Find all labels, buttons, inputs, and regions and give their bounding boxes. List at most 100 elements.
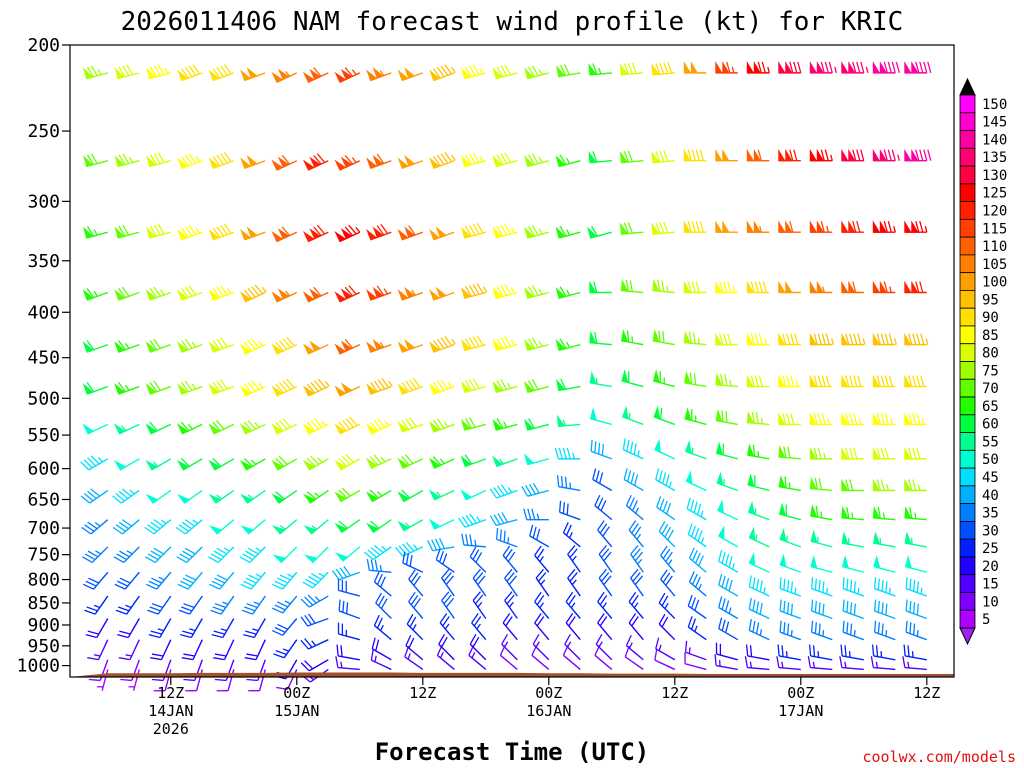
wind-barb xyxy=(625,494,644,521)
wind-barb xyxy=(873,620,896,641)
wind-barb xyxy=(872,505,896,521)
wind-barb xyxy=(715,280,738,294)
colorbar-swatch xyxy=(959,538,976,558)
x-tick-label: 12Z xyxy=(409,684,436,702)
wind-barb xyxy=(428,518,455,530)
wind-barb xyxy=(177,64,203,82)
wind-barb xyxy=(588,63,612,76)
wind-barb xyxy=(302,153,329,171)
wind-barb xyxy=(841,478,864,492)
wind-barb xyxy=(177,224,203,241)
colorbar-swatch xyxy=(959,218,976,238)
colorbar-swatch xyxy=(959,130,976,149)
wind-barb xyxy=(905,599,928,620)
wind-barb xyxy=(619,222,644,235)
wind-barb xyxy=(778,502,801,521)
wind-barb xyxy=(429,152,456,169)
wind-barb xyxy=(589,280,612,294)
wind-barb xyxy=(555,286,581,299)
colorbar-swatch xyxy=(959,467,976,487)
wind-barb xyxy=(597,520,613,548)
wind-barb xyxy=(114,153,140,168)
wind-barb xyxy=(904,447,927,460)
colorbar-swatch xyxy=(959,236,976,256)
wind-barb xyxy=(630,545,644,573)
wind-barb xyxy=(778,220,801,233)
wind-barb xyxy=(688,571,707,597)
wind-barb xyxy=(521,482,549,497)
wind-barb xyxy=(842,599,865,620)
wind-barb xyxy=(145,489,172,504)
wind-barb xyxy=(113,423,140,435)
wind-barb xyxy=(366,153,392,169)
wind-barb xyxy=(620,278,644,294)
wind-barb xyxy=(715,372,738,388)
wind-barb xyxy=(524,453,549,466)
wind-barb xyxy=(394,541,424,557)
x-tick-label: 14JAN xyxy=(148,702,193,720)
wind-barb xyxy=(809,332,834,346)
wind-barb xyxy=(810,529,833,548)
wind-barb xyxy=(208,285,235,301)
colorbar-label: 80 xyxy=(982,346,999,362)
wind-barb xyxy=(334,519,361,534)
wind-barb xyxy=(810,504,833,521)
wind-barb xyxy=(365,454,392,469)
wind-barb xyxy=(302,340,329,355)
wind-barb xyxy=(524,337,549,351)
wind-barb xyxy=(841,332,866,346)
x-axis-label: Forecast Time (UTC) xyxy=(375,738,650,766)
y-tick-label: 900 xyxy=(27,615,60,636)
wind-barb xyxy=(397,67,424,82)
y-tick-label: 450 xyxy=(27,348,60,369)
wind-barb xyxy=(810,555,833,573)
wind-barb xyxy=(397,417,424,433)
wind-barb xyxy=(436,644,455,670)
wind-barb xyxy=(718,550,739,573)
wind-barb xyxy=(778,332,801,346)
wind-barb xyxy=(904,478,927,492)
wind-barb xyxy=(567,568,581,597)
wind-barb xyxy=(778,280,801,294)
wind-barb xyxy=(176,421,203,435)
wind-barb xyxy=(904,412,927,426)
wind-barb xyxy=(271,68,298,83)
wind-barb xyxy=(684,440,707,460)
wind-barb xyxy=(556,64,581,78)
wind-barb xyxy=(654,648,676,671)
wind-barb xyxy=(841,374,864,388)
wind-barb xyxy=(208,519,235,535)
colorbar-swatch xyxy=(959,201,976,220)
colorbar-swatch xyxy=(959,609,976,629)
wind-barb xyxy=(688,547,707,573)
wind-barb xyxy=(145,380,172,395)
wind-barb xyxy=(112,519,140,535)
wind-barb xyxy=(468,644,487,670)
wind-barb xyxy=(80,488,109,504)
wind-barb xyxy=(469,546,487,573)
wind-barb xyxy=(715,220,738,233)
wind-barb xyxy=(366,67,392,82)
wind-barb xyxy=(556,414,581,428)
wind-barb xyxy=(904,61,932,74)
wind-barb xyxy=(113,458,140,471)
wind-barb xyxy=(748,552,770,573)
wind-barb xyxy=(177,285,203,301)
colorbar-label: 65 xyxy=(982,399,999,415)
wind-barb xyxy=(492,336,518,351)
wind-barb xyxy=(504,568,518,597)
wind-barb xyxy=(873,555,896,573)
wind-barb xyxy=(904,332,929,346)
wind-barb xyxy=(589,371,612,388)
y-tick-label: 1000 xyxy=(17,656,60,677)
y-tick-label: 400 xyxy=(27,302,60,323)
wind-barb xyxy=(84,595,109,615)
wind-barb xyxy=(82,340,109,353)
wind-barb xyxy=(567,545,581,573)
wind-barb xyxy=(746,61,770,74)
wind-barb xyxy=(405,635,424,661)
wind-barb xyxy=(904,220,928,233)
wind-barb xyxy=(366,285,392,301)
wind-barb xyxy=(366,338,392,353)
wind-barb xyxy=(779,553,802,573)
